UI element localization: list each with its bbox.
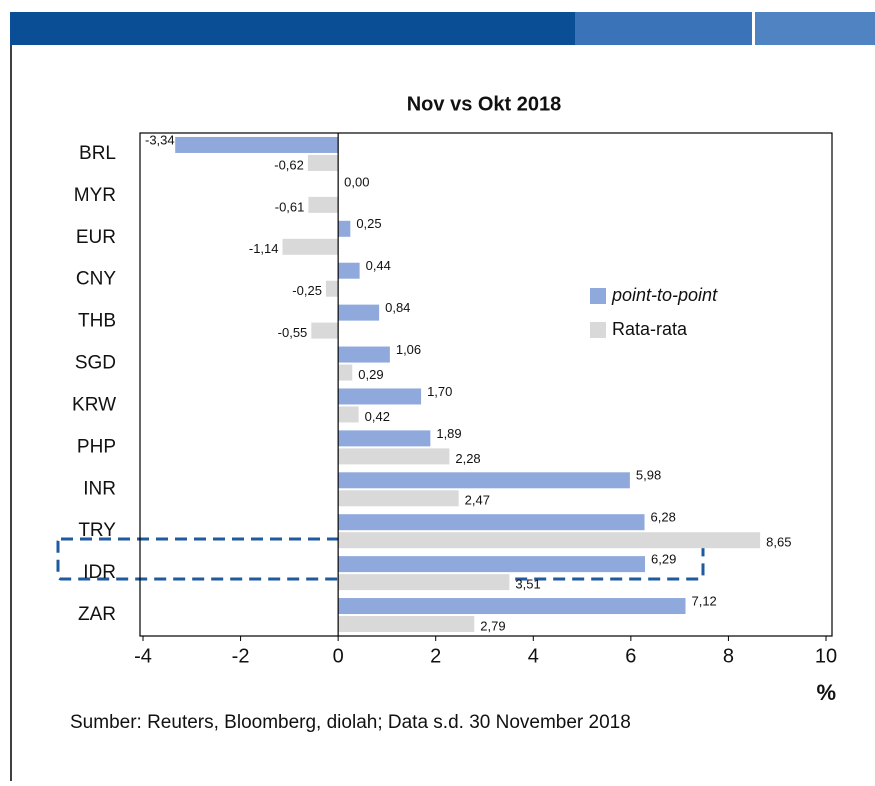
data-label: -0,62 <box>274 157 304 172</box>
data-label: 0,84 <box>385 300 410 315</box>
bar <box>338 448 450 465</box>
bar <box>311 322 339 339</box>
y-tick-label: THB <box>78 311 116 332</box>
x-tick-label: 10 <box>815 645 837 667</box>
bar <box>338 220 351 237</box>
data-label: -1,14 <box>249 241 279 256</box>
data-label: 1,89 <box>436 426 461 441</box>
bar <box>338 556 646 573</box>
data-label: 0,29 <box>358 367 383 382</box>
banner-light <box>755 12 875 45</box>
bar <box>308 196 339 213</box>
bar <box>338 262 360 279</box>
bar <box>175 136 339 153</box>
y-tick-label: BRL <box>79 143 116 164</box>
bar <box>282 238 339 255</box>
bar <box>338 490 459 507</box>
bar <box>325 280 339 297</box>
data-label: 8,65 <box>766 535 791 550</box>
data-label: -0,25 <box>292 283 322 298</box>
data-label: 6,28 <box>651 510 676 525</box>
x-axis-label: % <box>816 680 836 705</box>
legend-label: point-to-point <box>611 285 718 305</box>
data-label: 2,28 <box>455 451 480 466</box>
x-tick-label: 0 <box>333 645 344 667</box>
y-tick-label: SGD <box>75 353 116 374</box>
data-label: 2,47 <box>465 493 490 508</box>
y-tick-label: IDR <box>83 562 116 583</box>
data-label: 7,12 <box>691 593 716 608</box>
bar <box>338 598 686 615</box>
legend-label: Rata-rata <box>612 319 688 339</box>
data-label: 2,79 <box>480 618 505 633</box>
bar <box>338 574 510 591</box>
data-label: 1,06 <box>396 342 421 357</box>
bar <box>338 388 422 405</box>
y-tick-label: ZAR <box>78 604 116 625</box>
y-tick-label: TRY <box>78 520 116 541</box>
data-label: 3,51 <box>515 577 540 592</box>
data-label: -0,61 <box>275 199 305 214</box>
bar <box>338 406 359 423</box>
bar <box>338 514 645 531</box>
x-tick-label: 2 <box>430 645 441 667</box>
banner-mid <box>575 12 752 45</box>
y-tick-label: EUR <box>76 227 116 248</box>
data-label: -0,55 <box>278 325 308 340</box>
x-tick-label: 4 <box>528 645 539 667</box>
data-label: 0,44 <box>366 258 391 273</box>
data-label: 0,25 <box>356 216 381 231</box>
bar <box>338 346 390 363</box>
data-label: 0,00 <box>344 174 369 189</box>
y-tick-label: KRW <box>72 394 116 415</box>
y-tick-label: CNY <box>76 269 116 290</box>
x-tick-label: -4 <box>134 645 152 667</box>
x-tick-label: -2 <box>232 645 250 667</box>
bar <box>338 616 475 633</box>
x-tick-label: 6 <box>625 645 636 667</box>
data-label: -3,34 <box>145 132 175 147</box>
data-label: 0,42 <box>365 409 390 424</box>
y-tick-label: MYR <box>74 185 116 206</box>
legend-swatch <box>590 288 606 304</box>
data-label: 5,98 <box>636 468 661 483</box>
bar <box>338 430 431 447</box>
plot-frame <box>139 132 833 637</box>
y-tick-label: INR <box>83 478 116 499</box>
banner-dark <box>10 12 575 45</box>
x-tick-label: 8 <box>723 645 734 667</box>
bar <box>338 472 630 489</box>
bar <box>338 532 761 549</box>
chart-title: Nov vs Okt 2018 <box>407 93 562 115</box>
source-note: Sumber: Reuters, Bloomberg, diolah; Data… <box>70 712 631 733</box>
data-label: 1,70 <box>427 384 452 399</box>
data-label: 6,29 <box>651 552 676 567</box>
bar <box>338 304 380 321</box>
bar <box>338 364 353 381</box>
bar <box>307 154 339 171</box>
legend-swatch <box>590 322 606 338</box>
y-tick-label: PHP <box>77 436 116 457</box>
